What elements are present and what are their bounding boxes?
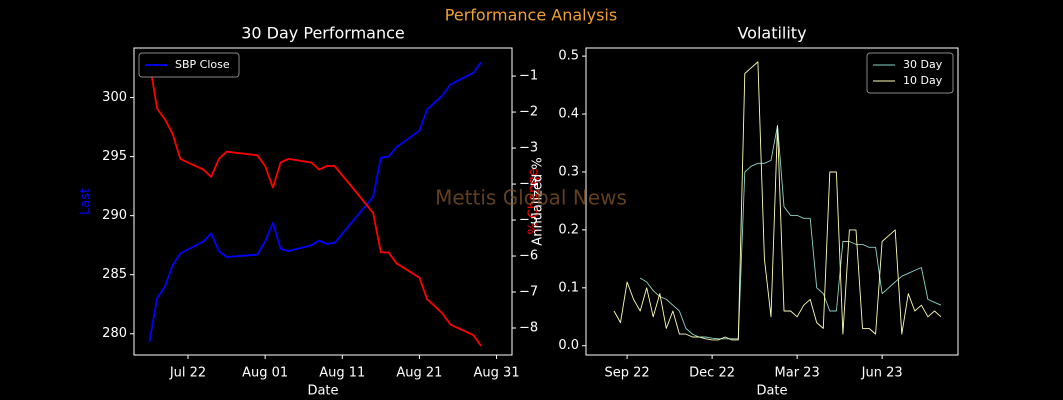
figure-title: Performance Analysis xyxy=(445,6,617,25)
series-line xyxy=(639,125,942,340)
x-tick-label: Mar 23 xyxy=(775,366,820,381)
x-tick-label: Jul 22 xyxy=(169,366,206,381)
y-tick-label: 280 xyxy=(102,326,127,341)
axes-frame xyxy=(133,47,513,356)
watermark: Mettis Global News xyxy=(435,186,627,210)
legend-box xyxy=(138,52,240,78)
x-tick-label: Aug 21 xyxy=(396,366,442,381)
series-line xyxy=(148,61,482,343)
y2-tick-label: −5 xyxy=(519,213,538,228)
y-tick-label: 0.0 xyxy=(558,338,579,353)
series-line xyxy=(148,61,482,347)
y2-tick-label: −2 xyxy=(519,105,538,120)
x-axis-label: Date xyxy=(307,384,338,399)
chart-title: Volatility xyxy=(737,24,806,43)
x-tick-label: Sep 22 xyxy=(604,366,649,381)
y-tick-label: 0.3 xyxy=(558,164,579,179)
y-axis-label: Annualized % xyxy=(531,157,546,245)
y-tick-label: 0.4 xyxy=(558,107,579,122)
chart-title: 30 Day Performance xyxy=(241,24,405,43)
legend-label: 10 Day xyxy=(903,74,943,87)
y-tick-label: 295 xyxy=(102,149,127,164)
x-tick-label: Jun 23 xyxy=(861,366,903,381)
x-tick-label: Dec 22 xyxy=(689,366,735,381)
y-axis-label: Last xyxy=(79,188,94,215)
x-axis-label: Date xyxy=(756,384,787,399)
y-tick-label: 0.5 xyxy=(558,49,579,64)
y2-tick-label: −4 xyxy=(519,177,538,192)
y2-tick-label: −3 xyxy=(519,141,538,156)
y2-tick-label: −6 xyxy=(519,249,538,264)
axes-frame xyxy=(585,47,959,356)
y2-axis-label: % Change xyxy=(527,168,542,234)
x-tick-label: Aug 31 xyxy=(474,366,520,381)
y-tick-label: 300 xyxy=(102,90,127,105)
y2-tick-label: −1 xyxy=(519,69,538,84)
y2-tick-label: −7 xyxy=(519,285,538,300)
y-tick-label: 0.2 xyxy=(558,222,579,237)
y-tick-label: 285 xyxy=(102,267,127,282)
x-tick-label: Aug 11 xyxy=(319,366,365,381)
y-tick-label: 0.1 xyxy=(558,280,579,295)
y-tick-label: 290 xyxy=(102,208,127,223)
series-line xyxy=(613,61,942,341)
y2-tick-label: −8 xyxy=(519,321,538,336)
legend-label: 30 Day xyxy=(903,58,943,71)
legend-label: SBP Close xyxy=(175,58,230,71)
x-tick-label: Aug 01 xyxy=(242,366,288,381)
legend-box xyxy=(866,52,954,94)
